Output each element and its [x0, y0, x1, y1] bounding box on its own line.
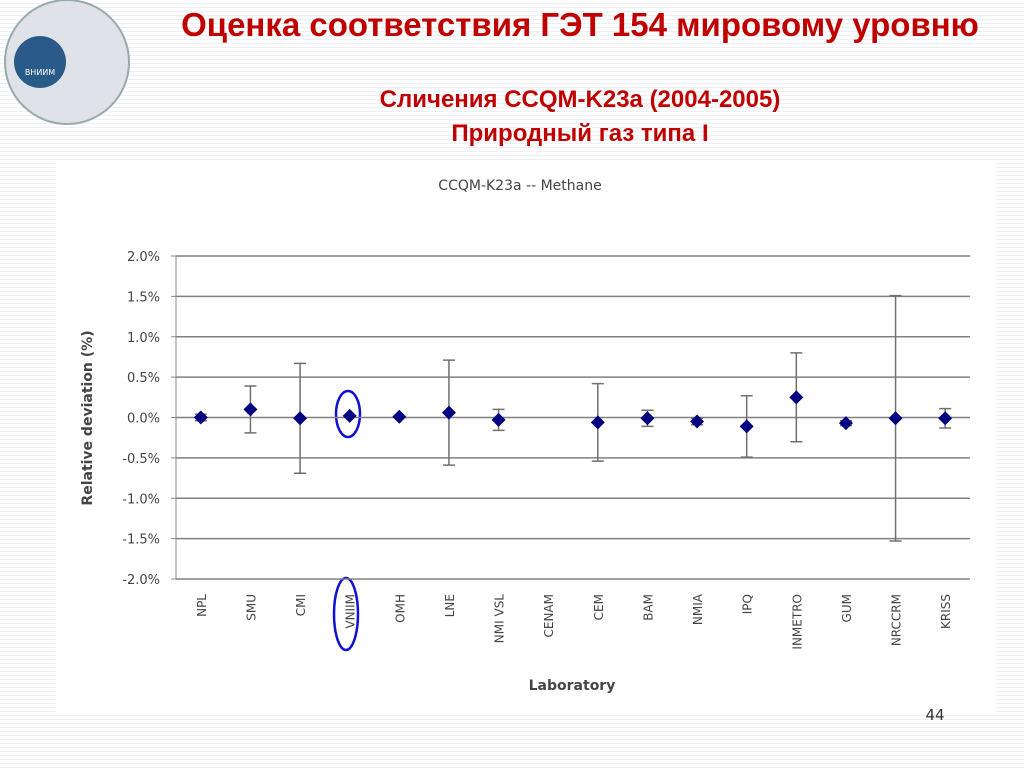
x-tick-label: NMI VSL	[493, 594, 507, 644]
x-tick-label: NPL	[195, 594, 209, 617]
x-tick-label: CEM	[592, 594, 606, 620]
x-tick-label: CMI	[294, 594, 308, 616]
x-tick-label: NRCCRM	[890, 594, 904, 646]
y-tick-label: 0.5%	[127, 371, 160, 386]
y-tick-label: 2.0%	[127, 250, 160, 265]
logo-emblem	[14, 36, 66, 88]
chart-panel	[55, 160, 995, 715]
marker	[342, 408, 357, 423]
y-tick-label: 1.0%	[127, 331, 160, 346]
y-tick-label: -0.5%	[122, 452, 160, 467]
logo-text: ВНИИМ	[25, 68, 55, 77]
x-tick-label: GUM	[840, 594, 854, 622]
x-tick-label: VNIIM	[344, 594, 358, 629]
x-tick-label: SMU	[244, 594, 258, 621]
marker	[590, 415, 605, 430]
y-tick-label: 0.0%	[127, 412, 160, 427]
x-tick-label: LNE	[443, 594, 457, 617]
slide-subtitle: Сличения CCQM-K23a (2004-2005)	[379, 86, 781, 113]
slide-subtitle: Природный газ типа I	[451, 120, 709, 147]
y-tick-label: -1.5%	[122, 533, 160, 548]
logo: ВНИИМ	[4, 0, 130, 125]
highlight	[334, 389, 362, 439]
marker	[690, 414, 705, 429]
marker	[739, 419, 754, 434]
marker	[243, 402, 258, 417]
marker	[392, 409, 407, 424]
marker	[640, 411, 655, 426]
logo-circle	[4, 0, 130, 125]
x-tick-label: IPQ	[741, 594, 755, 614]
marker	[293, 411, 308, 426]
highlight	[332, 576, 360, 652]
y-tick-label: -1.0%	[122, 492, 160, 507]
x-tick-label: CENAM	[542, 594, 556, 638]
marker	[789, 390, 804, 405]
chart-title: CCQM-K23a -- Methane	[438, 178, 601, 194]
y-axis-title: Relative deviation (%)	[80, 330, 96, 505]
marker	[888, 411, 903, 426]
marker	[441, 405, 456, 420]
x-tick-label: OMH	[393, 594, 407, 623]
x-tick-label: KRISS	[939, 594, 953, 629]
y-tick-label: 1.5%	[127, 290, 160, 305]
slide-title: Оценка соответствия ГЭТ 154 мировому уро…	[181, 6, 979, 43]
marker	[491, 412, 506, 427]
marker	[193, 410, 208, 425]
marker	[838, 416, 853, 431]
x-tick-label: INMETRO	[790, 594, 804, 650]
page-number: 44	[925, 706, 944, 724]
marker	[938, 411, 953, 426]
x-axis-title: Laboratory	[529, 678, 616, 694]
y-tick-label: -2.0%	[122, 573, 160, 588]
x-tick-label: BAM	[641, 594, 655, 621]
x-tick-label: NMIA	[691, 593, 705, 625]
